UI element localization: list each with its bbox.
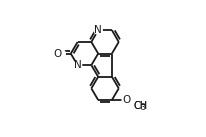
Circle shape (94, 26, 102, 34)
Text: 3: 3 (140, 103, 145, 112)
Text: O: O (122, 95, 130, 105)
Circle shape (74, 61, 82, 69)
Text: O: O (53, 49, 61, 59)
Circle shape (57, 50, 65, 58)
Text: CH: CH (133, 101, 147, 111)
Circle shape (129, 102, 137, 110)
Circle shape (122, 96, 130, 104)
Text: N: N (94, 25, 102, 35)
Text: CH: CH (133, 101, 148, 111)
Text: N: N (74, 60, 82, 70)
